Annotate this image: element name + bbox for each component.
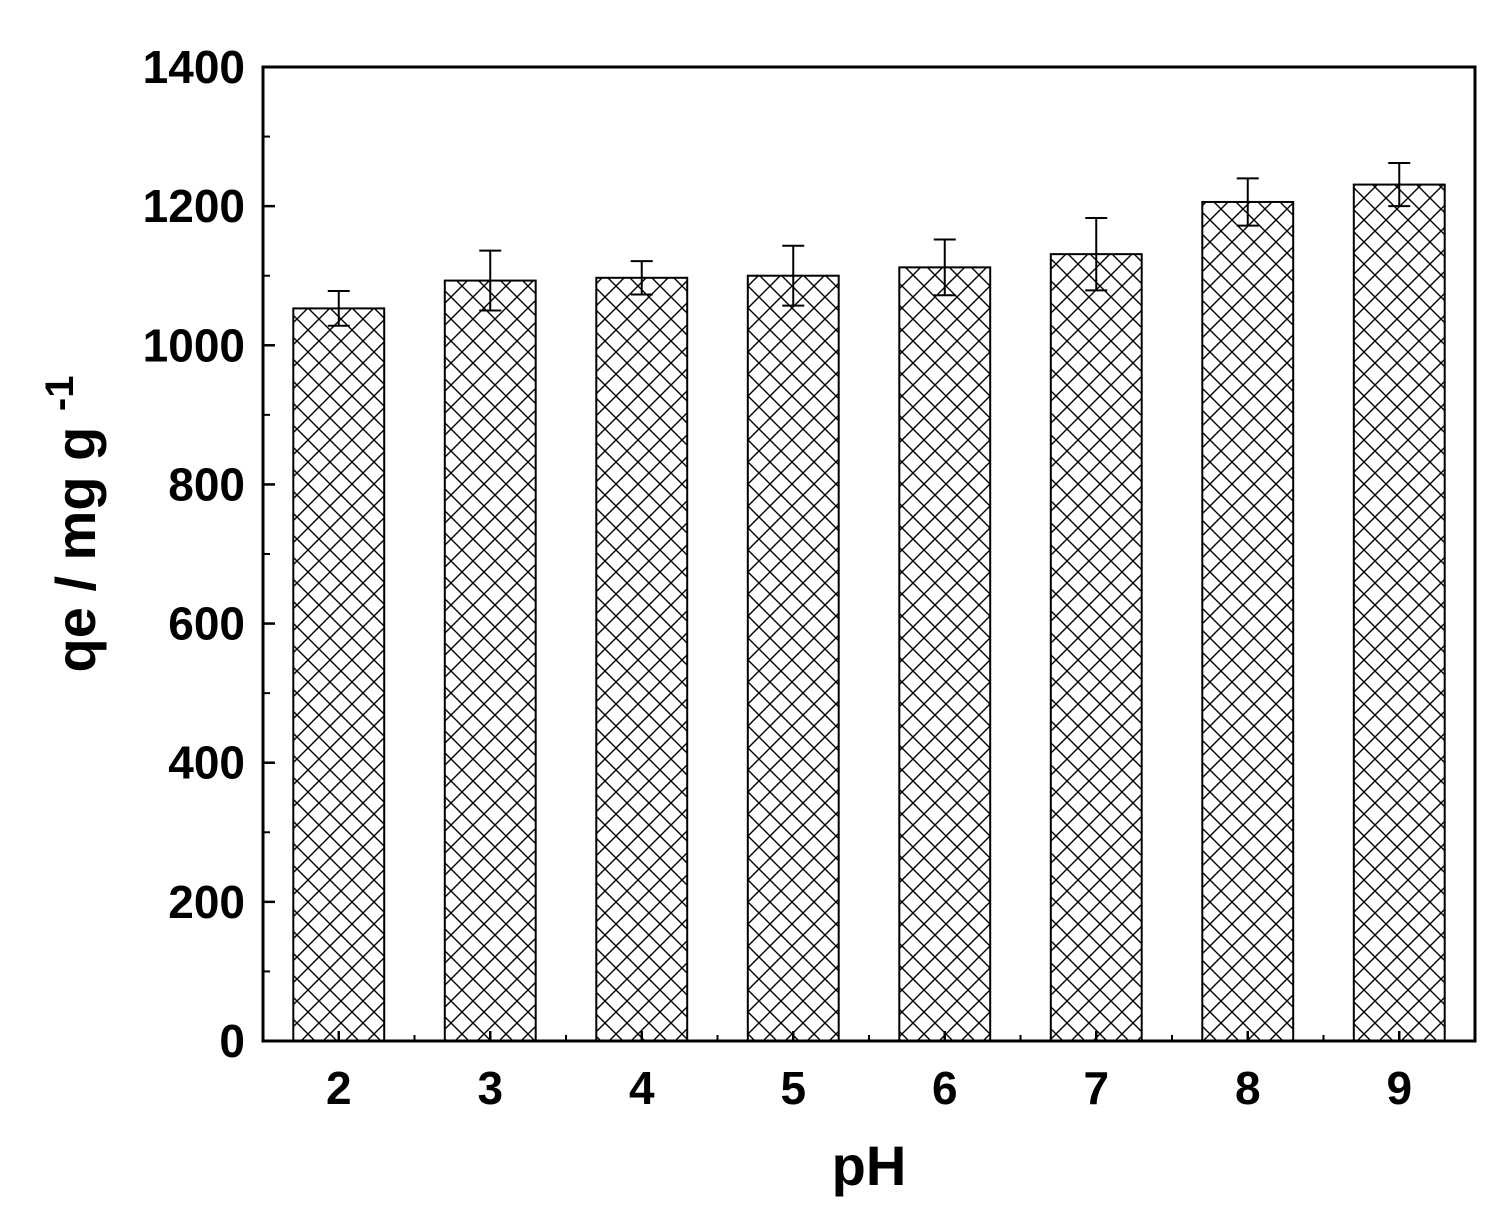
bar-8 [1201,200,1295,1042]
y-tick-label: 1200 [143,180,245,232]
y-axis-title-main: qe / mg g [44,427,107,673]
x-tick-label: 5 [780,1062,806,1114]
x-tick-label: 4 [629,1062,655,1114]
error-bars-layer [327,162,1411,327]
x-tick-label: 8 [1235,1062,1261,1114]
y-tick-label: 200 [168,876,245,928]
x-tick-label: 7 [1083,1062,1109,1114]
error-bar-5 [782,244,805,307]
error-bar-3 [479,249,502,312]
svg-text:qe / mg g -1: qe / mg g -1 [38,376,107,673]
x-tick-label: 9 [1386,1062,1412,1114]
y-tick-label: 800 [168,458,245,510]
bar-2 [292,307,386,1043]
bar-6 [898,266,992,1042]
x-tick-label: 6 [932,1062,958,1114]
bar-5 [746,274,840,1042]
x-tick-label: 3 [477,1062,503,1114]
plot-area: 0 200 400 600 800 1000 1200 1400 2 3 4 5 6 7 8 9 [143,41,1477,1114]
bar-3 [443,279,537,1042]
y-tick-label: 600 [168,598,245,650]
x-tick-label: 2 [326,1062,352,1114]
error-bar-8 [1236,177,1259,227]
y-tick-label: 1000 [143,319,245,371]
x-axis-ticks: 2 3 4 5 6 7 8 9 [326,1031,1412,1114]
bars-layer [292,183,1446,1043]
y-tick-label: 400 [168,737,245,789]
y-axis-title: qe / mg g -1 [38,376,107,673]
x-axis-title: pH [832,1134,907,1197]
y-tick-label: 1400 [143,41,245,93]
y-tick-label: 0 [219,1015,245,1067]
error-bar-2 [327,290,350,327]
y-axis-title-superscript: -1 [38,376,82,412]
error-bar-4 [630,260,653,296]
error-bar-9 [1388,162,1411,208]
bar-7 [1049,253,1143,1042]
bar-9 [1352,183,1446,1042]
y-axis-ticks: 0 200 400 600 800 1000 1200 1400 [143,41,275,1067]
bar-4 [595,276,689,1042]
error-bar-7 [1085,216,1108,292]
error-bar-6 [933,238,956,297]
